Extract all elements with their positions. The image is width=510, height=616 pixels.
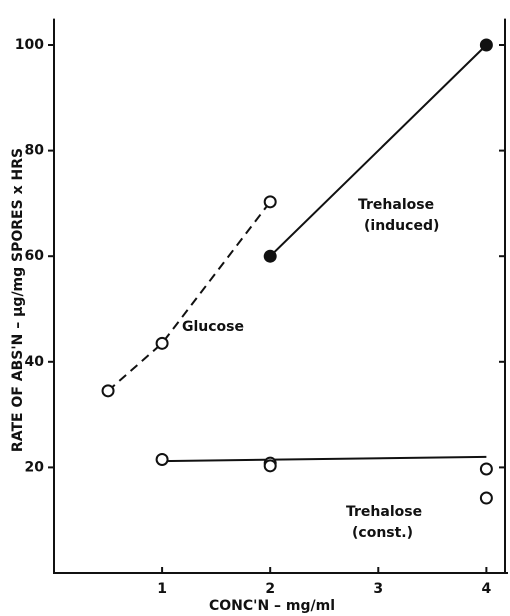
series-line — [107, 201, 271, 392]
y-tick-label: 100 — [15, 37, 44, 53]
x-axis-label: CONC'N – mg/ml — [209, 598, 335, 614]
y-axis-label: RATE OF ABS'N – μg/mg SPORES x HRS — [10, 148, 26, 452]
data-point — [479, 462, 493, 476]
series-label-line: Trehalose — [358, 197, 434, 213]
series-label: Trehalose (induced) — [358, 197, 439, 234]
data-point — [263, 459, 277, 473]
x-tick-label: 1 — [157, 581, 167, 597]
series-label-line: (const.) — [352, 525, 413, 541]
y-tick-label: 60 — [25, 248, 45, 264]
y-tick-label: 20 — [25, 459, 45, 475]
data-point — [155, 452, 169, 466]
axis-frame — [53, 18, 508, 574]
series-label-line: (induced) — [364, 218, 439, 234]
x-tick-label: 3 — [373, 581, 383, 597]
data-point — [263, 249, 277, 263]
data-point — [155, 336, 169, 350]
x-tick-label: 4 — [482, 581, 492, 597]
data-point — [101, 384, 115, 398]
x-tick-label: 2 — [265, 581, 275, 597]
series-label: Trehalose (const.) — [346, 504, 422, 541]
data-point — [479, 38, 493, 52]
y-tick-label: 80 — [25, 143, 45, 159]
y-tick-label: 40 — [25, 354, 45, 370]
data-point — [263, 195, 277, 209]
series-label-line: Trehalose — [346, 504, 422, 520]
fit-line — [162, 455, 487, 463]
data-point — [479, 491, 493, 505]
series-line — [269, 44, 488, 257]
series-label: Glucose — [182, 319, 244, 335]
